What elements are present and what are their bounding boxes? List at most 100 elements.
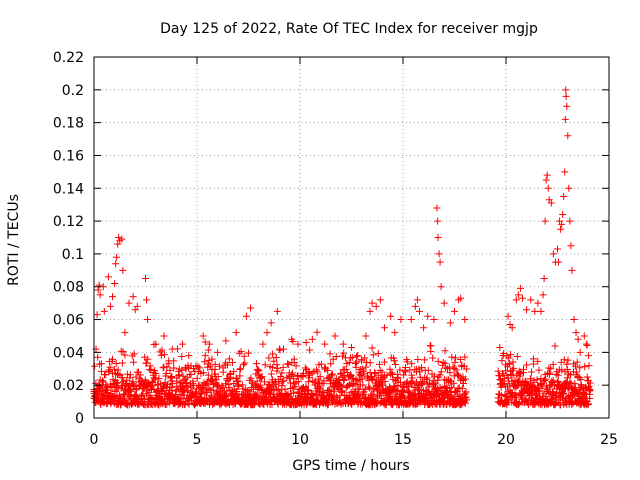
- y-tick-label: 0.18: [53, 116, 84, 132]
- data-point: [571, 362, 579, 370]
- data-point: [198, 389, 206, 397]
- data-point: [559, 211, 567, 219]
- data-point: [498, 357, 506, 365]
- data-point: [278, 377, 286, 385]
- data-point: [304, 378, 312, 386]
- data-point: [504, 312, 512, 320]
- data-point: [301, 364, 309, 372]
- data-point: [329, 370, 337, 378]
- data-point: [109, 355, 117, 363]
- data-point: [564, 132, 572, 140]
- data-point: [557, 225, 565, 233]
- data-point: [450, 380, 458, 388]
- data-point: [288, 335, 296, 343]
- data-point: [157, 351, 165, 359]
- data-point: [313, 328, 321, 336]
- data-point: [196, 364, 204, 372]
- data-point: [193, 374, 201, 382]
- data-point: [199, 369, 207, 377]
- data-point: [581, 363, 589, 371]
- data-point: [257, 374, 265, 382]
- data-point: [155, 374, 163, 382]
- data-point: [258, 373, 266, 381]
- data-point: [401, 367, 409, 375]
- data-point: [287, 379, 295, 387]
- data-point: [130, 358, 138, 366]
- x-tick-label: 0: [90, 432, 99, 448]
- data-point: [94, 353, 102, 361]
- data-point: [561, 115, 569, 123]
- data-point: [120, 390, 128, 398]
- data-point: [584, 400, 592, 408]
- data-point: [133, 392, 141, 400]
- data-point: [204, 346, 212, 354]
- data-point: [584, 401, 592, 409]
- data-point: [352, 380, 360, 388]
- data-point: [240, 361, 248, 369]
- data-point: [316, 384, 324, 392]
- data-point: [397, 378, 405, 386]
- data-point: [269, 364, 277, 372]
- y-tick-label: 0.02: [53, 378, 84, 394]
- data-point: [327, 372, 335, 380]
- data-point: [218, 382, 226, 390]
- data-point: [408, 379, 416, 387]
- data-point: [386, 365, 394, 373]
- data-point: [540, 275, 548, 283]
- data-point: [280, 345, 288, 353]
- data-point: [446, 369, 454, 377]
- data-point: [331, 332, 339, 340]
- data-point: [543, 171, 551, 179]
- data-point: [215, 362, 223, 370]
- data-point: [120, 393, 128, 401]
- data-point: [424, 312, 432, 320]
- data-point: [434, 217, 442, 225]
- data-point: [403, 358, 411, 366]
- data-point: [362, 332, 370, 340]
- data-point: [368, 299, 376, 307]
- data-point: [561, 168, 569, 176]
- data-point: [272, 353, 280, 361]
- data-point: [273, 307, 281, 315]
- data-point: [168, 379, 176, 387]
- data-point: [347, 399, 355, 407]
- data-point: [583, 373, 591, 381]
- data-point: [423, 374, 431, 382]
- data-point: [119, 266, 127, 274]
- data-point: [407, 316, 415, 324]
- data-point: [414, 382, 422, 390]
- data-point: [500, 379, 508, 387]
- data-point: [340, 375, 348, 383]
- data-point: [448, 383, 456, 391]
- data-point: [523, 306, 531, 314]
- data-point: [573, 368, 581, 376]
- data-point: [125, 299, 133, 307]
- data-point: [405, 388, 413, 396]
- data-point: [361, 354, 369, 362]
- data-point: [168, 345, 176, 353]
- data-point: [376, 360, 384, 368]
- data-point: [574, 335, 582, 343]
- data-point: [219, 368, 227, 376]
- data-point: [253, 360, 261, 368]
- data-point: [584, 352, 592, 360]
- data-point: [429, 354, 437, 362]
- data-point: [317, 360, 325, 368]
- data-point: [235, 382, 243, 390]
- data-point: [208, 355, 216, 363]
- data-point: [247, 304, 255, 312]
- data-point: [109, 293, 117, 301]
- data-point: [106, 363, 114, 371]
- data-point: [509, 358, 517, 366]
- data-point: [185, 352, 193, 360]
- data-point: [113, 253, 121, 261]
- data-point: [197, 390, 205, 398]
- data-point: [520, 369, 528, 377]
- data-point: [414, 356, 422, 364]
- data-point: [573, 358, 581, 366]
- data-point: [562, 86, 570, 94]
- data-point: [100, 307, 108, 315]
- data-point: [576, 348, 584, 356]
- data-point: [433, 204, 441, 212]
- data-points: [90, 86, 594, 409]
